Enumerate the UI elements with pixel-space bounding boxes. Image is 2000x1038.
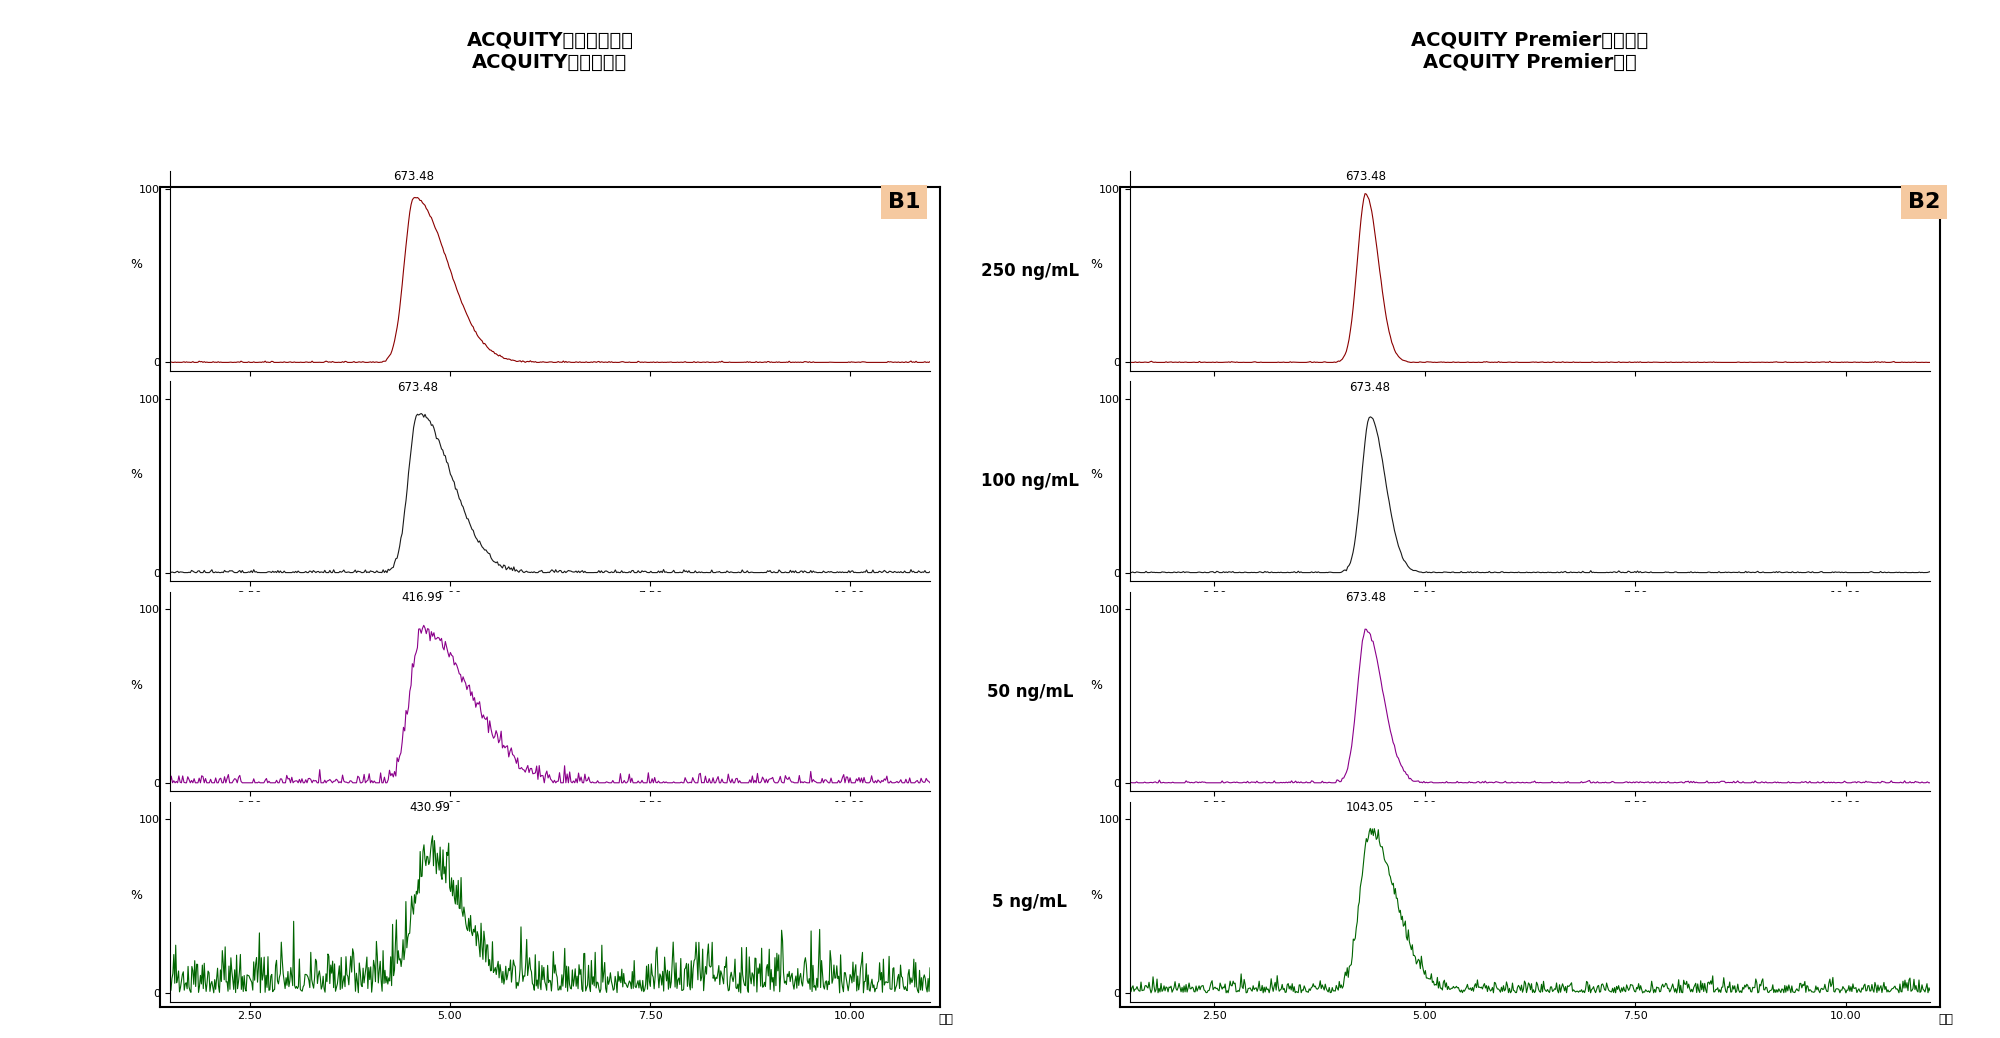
Text: ACQUITY标准色谱柱和
ACQUITY不锈钢系统: ACQUITY标准色谱柱和 ACQUITY不锈钢系统 [466,31,634,73]
Text: 673.48: 673.48 [398,381,438,393]
Text: 5 ng/mL: 5 ng/mL [992,893,1068,910]
Text: 250 ng/mL: 250 ng/mL [980,263,1080,280]
Text: 50 ng/mL: 50 ng/mL [986,683,1074,701]
Y-axis label: %: % [130,679,142,691]
Y-axis label: %: % [130,258,142,271]
Text: 673.48: 673.48 [1350,381,1390,393]
Y-axis label: %: % [1090,889,1102,902]
Text: 时间: 时间 [938,1012,954,1026]
Text: 673.48: 673.48 [1346,591,1386,604]
Text: 时间: 时间 [1938,1012,1954,1026]
Y-axis label: %: % [130,468,142,482]
Text: 416.99: 416.99 [402,591,442,604]
Y-axis label: %: % [1090,468,1102,482]
Text: 673.48: 673.48 [1346,170,1386,184]
Y-axis label: %: % [130,889,142,902]
Text: 1043.05: 1043.05 [1346,801,1394,814]
Text: 430.99: 430.99 [410,801,450,814]
Y-axis label: %: % [1090,679,1102,691]
Y-axis label: %: % [1090,258,1102,271]
Text: ACQUITY Premier色谱柱和
ACQUITY Premier系统: ACQUITY Premier色谱柱和 ACQUITY Premier系统 [1412,31,1648,73]
Text: B2: B2 [1908,192,1940,212]
Text: 100 ng/mL: 100 ng/mL [980,472,1080,490]
Text: 673.48: 673.48 [394,170,434,184]
Text: B1: B1 [888,192,920,212]
